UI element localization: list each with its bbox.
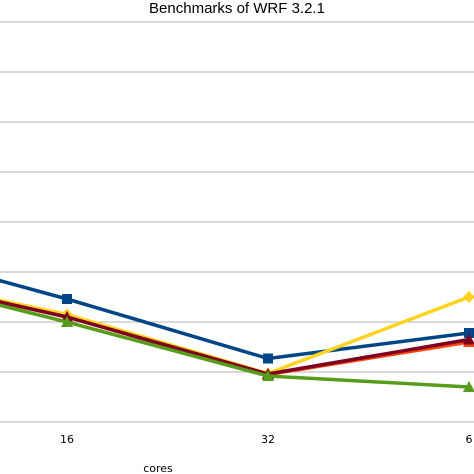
series-line [0, 303, 470, 389]
data-point [62, 294, 72, 304]
data-point [463, 381, 474, 392]
series-5 [0, 303, 474, 392]
data-point [464, 328, 474, 338]
series-group [0, 278, 474, 392]
data-point [262, 370, 274, 381]
x-tick-label: 32 [261, 433, 275, 446]
x-tick-labels: 16 32 6 [60, 433, 473, 446]
data-point [263, 353, 273, 364]
chart-title: Benchmarks of WRF 3.2.1 [149, 0, 325, 17]
data-point [61, 316, 73, 327]
data-point [463, 333, 474, 345]
series-1 [0, 278, 474, 364]
data-point [463, 291, 474, 303]
x-tick-label: 6 [466, 433, 473, 446]
gridlines [0, 21, 474, 423]
series-line [0, 300, 470, 376]
x-axis-title: cores [143, 462, 173, 474]
x-tick-label: 16 [60, 433, 74, 446]
series-line [0, 278, 470, 361]
